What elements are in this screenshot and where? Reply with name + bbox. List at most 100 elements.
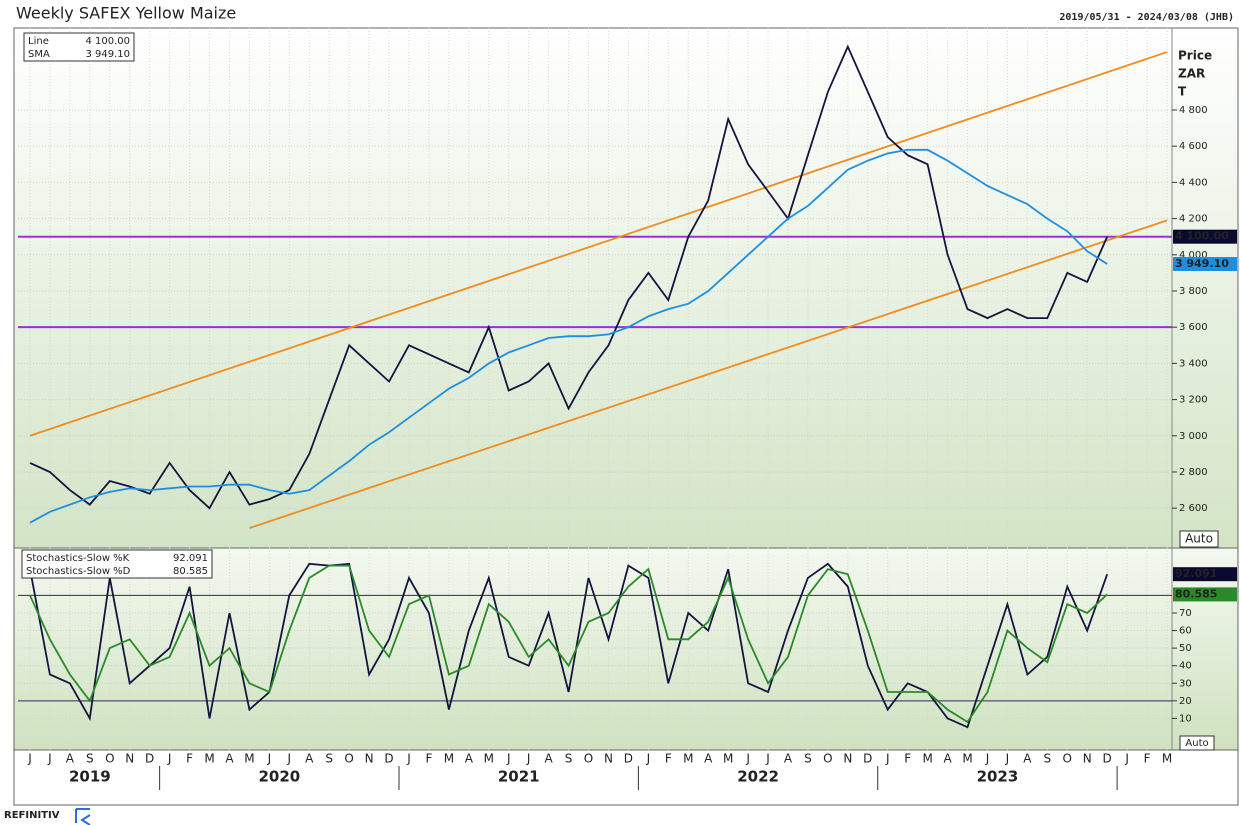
x-tick-label: S [1044,752,1052,766]
y-tick-label: 50 [1179,643,1192,654]
x-tick-label: J [1005,752,1010,766]
x-tick-label: M [444,752,454,766]
legend-value: 4 100.00 [85,36,130,47]
x-tick-label: O [584,752,593,766]
year-label: 2021 [498,768,540,786]
auto-button-label[interactable]: Auto [1185,532,1213,546]
year-label: 2023 [977,768,1019,786]
x-tick-label: M [1162,752,1172,766]
x-tick-label: J [287,752,292,766]
x-tick-label: J [27,752,32,766]
legend-box [23,32,135,62]
value-tag [1173,567,1237,582]
x-tick-label: O [105,752,114,766]
y-tick-label: 3 800 [1179,286,1208,297]
x-tick-label: J [406,752,411,766]
stoch-panel [13,547,1239,751]
y-tick-label: 3 000 [1179,431,1208,442]
x-tick-label: F [425,752,432,766]
x-tick-label: F [904,752,911,766]
x-tick-label: S [325,752,333,766]
x-tick-label: A [66,752,75,766]
series-line [29,44,1109,510]
x-tick-label: N [1083,752,1092,766]
x-tick-label: O [1063,752,1072,766]
brand-logo [75,808,91,825]
legend-box [21,549,213,579]
x-tick-label: J [47,752,52,766]
x-tick-label: M [683,752,693,766]
y-axis-title: Price [1178,49,1212,63]
y-tick-label: 3 600 [1179,322,1208,333]
trend-line [29,51,1168,437]
year-label: 2022 [737,768,779,786]
x-tick-label: J [765,752,770,766]
y-tick-label: 4 200 [1179,214,1208,225]
x-tick-label: J [267,752,272,766]
x-tick-label: O [823,752,832,766]
x-tick-label: M [922,752,932,766]
y-tick-label: 60 [1179,626,1192,637]
y-tick-label: 4 600 [1179,141,1208,152]
legend-label: Stochastics-Slow %K [26,553,130,564]
y-tick-label: 2 600 [1179,503,1208,514]
x-tick-label: F [186,752,193,766]
x-tick-label: F [665,752,672,766]
x-tick-label: A [704,752,713,766]
x-tick-label: S [804,752,812,766]
value-tag [1173,257,1237,271]
x-tick-label: J [885,752,890,766]
legend-value: 80.585 [173,566,208,577]
legend-value: 92.091 [173,553,208,564]
value-tag-label: 92.091 [1175,567,1217,580]
auto-button[interactable] [1179,530,1219,548]
x-tick-label: J [506,752,511,766]
y-axis-title: T [1178,85,1187,99]
series-line [29,148,1108,524]
x-tick-label: M [723,752,733,766]
x-tick-label: N [604,752,613,766]
y-tick-label: 4 400 [1179,177,1208,188]
x-tick-label: A [943,752,952,766]
legend-label: Stochastics-Slow %D [26,566,131,577]
y-tick-label: 30 [1179,678,1192,689]
y-tick-label: 40 [1179,661,1192,672]
x-tick-label: S [565,752,573,766]
value-tag-label: 3 949.10 [1175,257,1229,270]
x-tick-label: F [1144,752,1151,766]
y-tick-label: 3 400 [1179,358,1208,369]
date-range: 2019/05/31 - 2024/03/08 (JHB) [1059,12,1234,23]
x-tick-label: A [465,752,474,766]
auto-button-label[interactable]: Auto [1185,738,1208,749]
x-tick-label: M [204,752,214,766]
y-tick-label: 4 000 [1179,250,1208,261]
y-tick-label: 70 [1179,608,1192,619]
x-tick-label: A [784,752,793,766]
x-tick-label: J [985,752,990,766]
legend-label: Line [28,36,49,47]
legend-label: SMA [28,49,50,60]
auto-button[interactable] [1179,735,1215,751]
y-tick-label: 4 800 [1179,105,1208,116]
x-tick-label: N [843,752,852,766]
y-tick-label: 10 [1179,713,1192,724]
x-tick-label: A [1023,752,1032,766]
x-tick-label: S [86,752,94,766]
value-tag [1173,229,1237,244]
x-tick-label: A [545,752,554,766]
x-tick-label: D [863,752,872,766]
x-tick-label: J [745,752,750,766]
x-tick-label: M [962,752,972,766]
brand: REFINITIV [4,810,60,821]
price-panel [13,27,1239,549]
legend-value: 3 949.10 [85,49,130,60]
series-line [29,564,1108,724]
x-tick-label: O [344,752,353,766]
x-tick-label: D [1103,752,1112,766]
time-axis [13,749,1239,806]
x-tick-label: J [526,752,531,766]
value-tag-label: 80.585 [1175,587,1217,600]
value-tag-label: 4 100.00 [1175,230,1229,243]
x-tick-label: J [646,752,651,766]
